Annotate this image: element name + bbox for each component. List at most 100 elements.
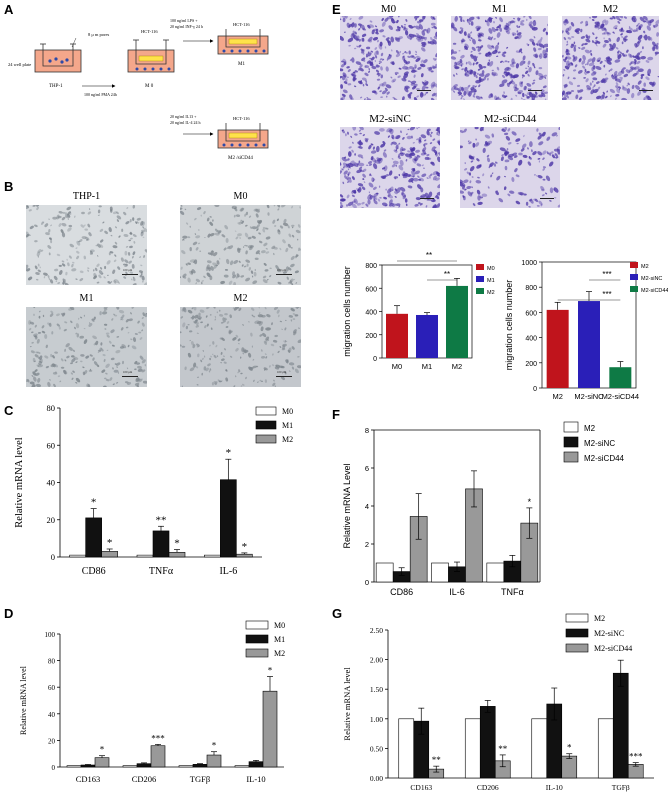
bar — [446, 285, 468, 358]
bar — [168, 552, 186, 558]
scale-bar — [122, 274, 138, 275]
panel-letter-e: E — [332, 2, 341, 17]
bar — [236, 553, 253, 558]
panel-letter-g: G — [332, 606, 343, 621]
y-axis-label: Relative mRNA Level — [342, 463, 352, 548]
y-tick-label: 800 — [525, 285, 537, 292]
bar — [206, 754, 222, 768]
significance-label: * — [91, 497, 97, 509]
scale-bar-label: 100 μm — [123, 370, 133, 374]
x-tick-label: TNFα — [501, 587, 524, 597]
bar — [375, 562, 394, 583]
significance-label: * — [226, 447, 232, 459]
plate-label: 24 well plate — [8, 62, 31, 67]
y-tick-label: 60 — [48, 684, 56, 692]
scale-bar — [540, 198, 554, 199]
micrograph-b: 100 μm — [180, 205, 301, 285]
y-tick-label: 60 — [47, 440, 56, 450]
hct-label-m0: HCT-116 — [141, 29, 158, 34]
bar — [486, 562, 505, 583]
x-tick-label: M2 — [452, 362, 462, 371]
legend-swatch — [630, 274, 638, 280]
legend-swatch — [245, 620, 269, 630]
legend-swatch — [563, 436, 579, 448]
bar — [597, 718, 614, 779]
hct-label-m1: HCT-116 — [233, 22, 250, 27]
legend-swatch — [476, 264, 484, 270]
legend-label: M2 — [487, 290, 495, 296]
significance-label: ** — [498, 744, 508, 754]
significance-label: * — [107, 537, 113, 549]
y-axis-label: migration cells number — [342, 266, 352, 357]
bar — [546, 309, 569, 388]
legend-label: M2 — [274, 649, 285, 658]
legend-swatch — [255, 406, 277, 416]
panel-letter-b: B — [4, 179, 14, 194]
bar — [531, 718, 548, 779]
bar — [248, 761, 264, 768]
micrograph-title-b: M2 — [233, 293, 248, 304]
y-axis-label: Relative mRNA level — [342, 667, 352, 741]
significance-label: * — [242, 541, 248, 553]
x-tick-label: CD206 — [132, 774, 157, 784]
legend-label: M2-siNC — [584, 439, 615, 448]
legend-swatch — [255, 434, 277, 444]
scale-bar — [276, 274, 292, 275]
bar — [152, 530, 170, 558]
bar — [431, 562, 449, 583]
micrograph-title-b: THP-1 — [72, 191, 101, 202]
legend-swatch — [563, 421, 579, 433]
m1-treat-a: 100 ng/ml LPS + — [170, 18, 198, 23]
y-tick-label: 0.00 — [370, 774, 383, 783]
panel-letter-d: D — [4, 606, 14, 621]
bar — [136, 554, 154, 558]
x-tick-label: M2-siCD44 — [602, 392, 640, 401]
x-tick-label: IL-6 — [449, 587, 465, 597]
micrograph-e — [340, 127, 440, 208]
bar — [561, 755, 578, 779]
micrograph-title-b: M1 — [79, 293, 94, 304]
bar — [178, 765, 194, 768]
scale-bar — [122, 376, 138, 377]
x-tick-label: M2 — [552, 392, 562, 401]
bar — [94, 757, 110, 768]
legend-label: M2-siNC — [641, 276, 662, 282]
micrograph-title-e: M1 — [491, 3, 508, 15]
significance-label: ** — [432, 755, 442, 765]
y-tick-label: 400 — [365, 310, 377, 317]
legend-label: M2-siNC — [594, 629, 624, 638]
legend-label: M0 — [274, 621, 285, 630]
x-tick-label: M1 — [422, 362, 432, 371]
x-tick-label: CD86 — [82, 566, 106, 577]
micrograph-e — [340, 16, 437, 100]
micrograph-b: 100 μm — [180, 307, 301, 387]
y-tick-label: 1000 — [521, 260, 537, 267]
micrograph-title-e: M2-siNC — [369, 113, 411, 125]
legend-swatch — [563, 451, 579, 463]
y-tick-label: 0 — [52, 764, 56, 772]
bar — [220, 479, 237, 558]
schematic-diagram: 8 μ m pores 24 well plate THP-1 100 ng/m… — [8, 18, 269, 161]
significance-label: ** — [444, 270, 450, 279]
y-tick-label: 80 — [48, 658, 56, 666]
scale-bar-label: 100 μm — [123, 268, 133, 272]
y-axis-label: Relative mRNA level — [19, 665, 28, 735]
m1-treat-b: 20 ng/ml INF-γ 24 h — [170, 24, 203, 29]
bar — [136, 763, 152, 768]
legend-swatch — [245, 634, 269, 644]
bar — [578, 301, 600, 388]
y-tick-label: 20 — [48, 737, 56, 745]
significance-label: * — [212, 741, 217, 751]
significance-label: * — [567, 743, 572, 753]
bar — [464, 718, 481, 779]
m2-treat-b: 20 ng/ml IL-4 24 h — [170, 120, 200, 125]
thp1-label: THP-1 — [49, 84, 63, 89]
legend-label: M0 — [487, 266, 495, 272]
legend-label: M1 — [282, 421, 293, 430]
legend-swatch — [565, 628, 589, 638]
bar — [192, 764, 208, 768]
x-tick-label: CD163 — [410, 783, 432, 792]
bar — [85, 517, 102, 558]
legend-swatch — [476, 288, 484, 294]
